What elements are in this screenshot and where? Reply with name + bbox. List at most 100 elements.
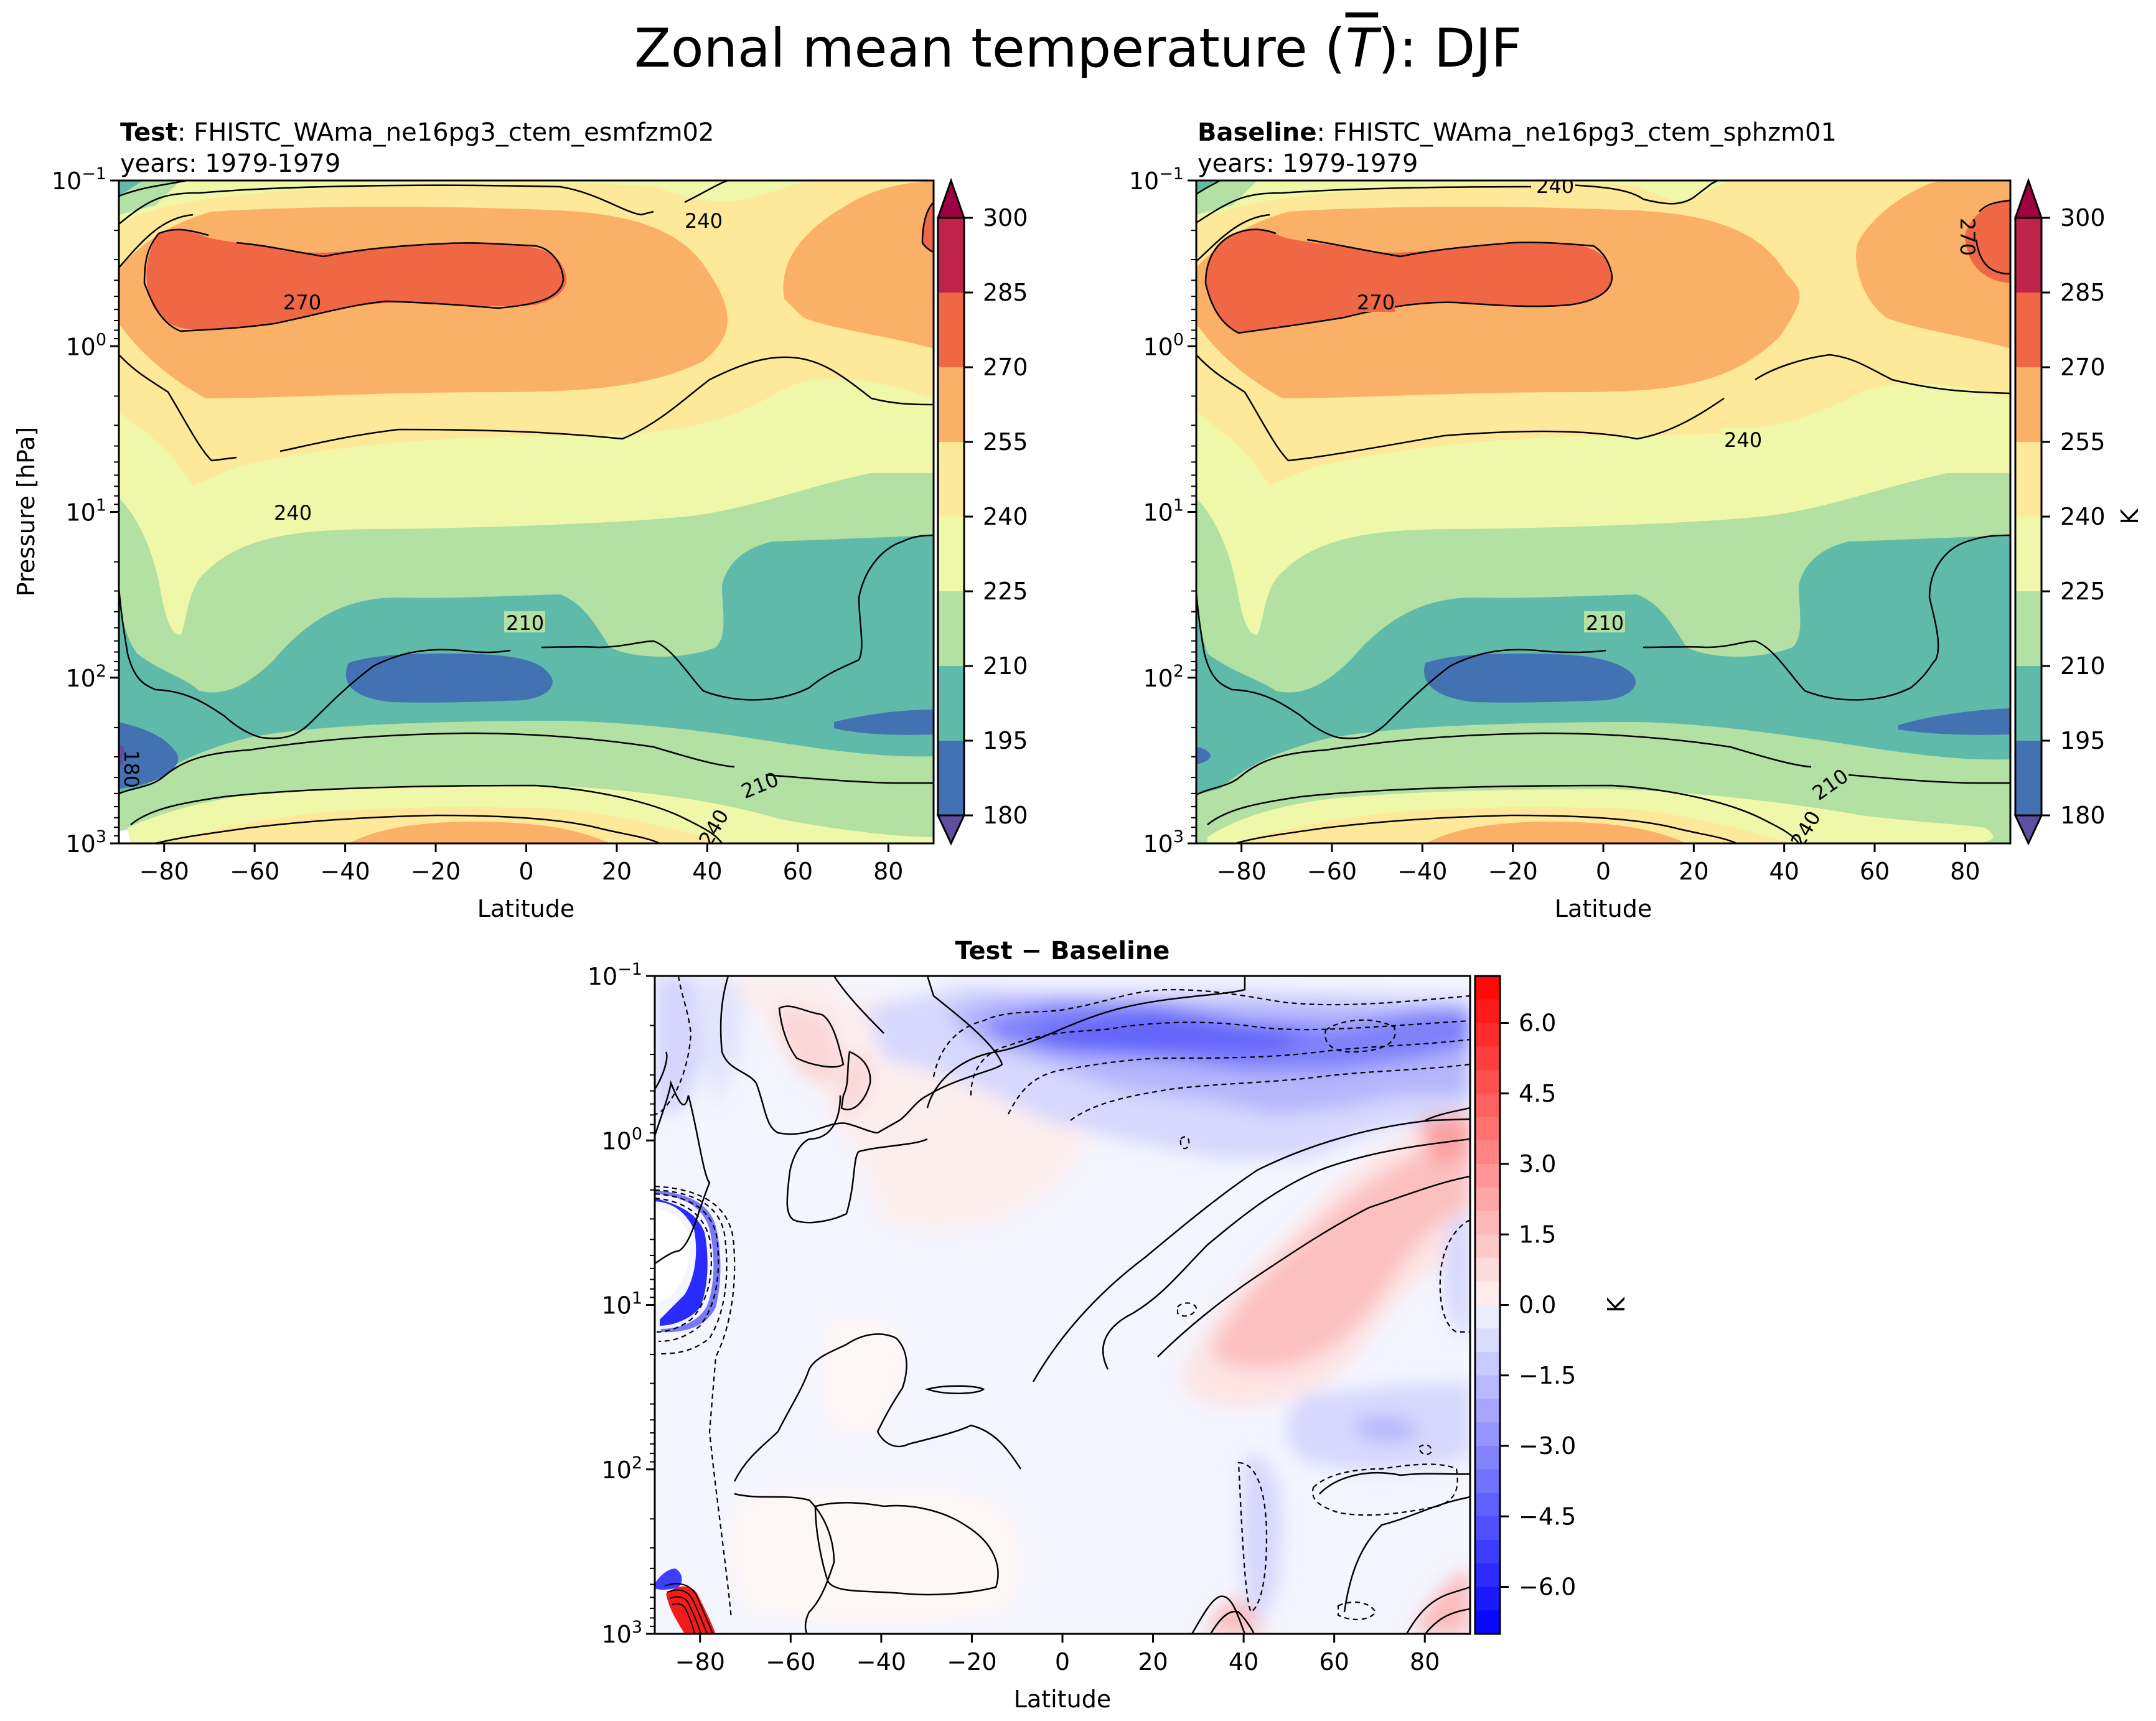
diff-contour-zero-trop-c	[814, 1502, 999, 1596]
baseline-band-blue-tropics	[1424, 654, 1636, 703]
diff-blob-nh-pos-core	[1419, 1114, 1470, 1164]
diff-contour-small-ellipse	[924, 1385, 985, 1394]
diff-contour-sp-pos-4	[672, 1603, 695, 1634]
colorbar-tick-label: 1.5	[1519, 1221, 1556, 1248]
colorbar-tick-label: 210	[983, 652, 1028, 680]
colorbar-segment	[1475, 999, 1500, 1024]
baseline-contour-210	[1196, 534, 2010, 739]
baseline-x-axis-label: Latitude	[1555, 895, 1652, 922]
diff-contour-zero-south	[655, 1051, 711, 1265]
baseline-contour-240-low	[1235, 814, 1737, 843]
test-colorbar: 300 285 270 255 240 225 210 195 180	[936, 177, 1028, 846]
y-tick-label: 102	[1143, 662, 1184, 692]
diff-contour-neg-nh-3	[1008, 1038, 1470, 1115]
y-tick-label: 101	[1143, 496, 1184, 527]
test-contour-270-np	[921, 202, 934, 253]
test-missing-data	[119, 830, 131, 843]
colorbar-tick-label: 270	[983, 354, 1028, 381]
colorbar-segment	[2015, 367, 2041, 443]
test-case-name: FHISTC_WAma_ne16pg3_ctem_esmfzm02	[194, 118, 715, 147]
colorbar-segment	[1475, 1563, 1500, 1588]
test-contour-label-240-top: 240	[685, 209, 723, 233]
test-contour-270	[143, 228, 565, 332]
diff-axes: −80 −60 −40 −20 0 20 40 60 80 10−1 100 101 102 103	[588, 960, 1440, 1676]
baseline-contour-upper-b	[1196, 181, 1718, 224]
test-label-bg	[682, 209, 725, 230]
diff-contour-surface-85n	[1405, 1586, 1470, 1634]
colorbar-segment	[2015, 591, 2041, 667]
diff-blob-nh-lower-neg3	[1241, 1455, 1282, 1618]
y-tick-label: 101	[601, 1289, 642, 1320]
colorbar-segment	[1475, 1023, 1500, 1048]
test-panel: 270 240 240 210 210 240 180 −80 −60 −40 −20…	[12, 164, 1028, 922]
colorbar-tick-label: 285	[2060, 279, 2106, 306]
baseline-contour-label-270-np: 270	[1956, 218, 1979, 256]
baseline-label-bg	[1584, 611, 1625, 632]
diff-blob-trop-pos	[731, 1487, 1021, 1621]
x-tick-label: 20	[1679, 858, 1708, 885]
colorbar-segment	[1475, 1140, 1500, 1165]
colorbar-segment	[938, 591, 964, 667]
test-band-blue-sp	[119, 722, 179, 789]
colorbar-segment	[1475, 1493, 1500, 1517]
diff-contour-neg-lower-c	[1418, 1444, 1433, 1455]
diff-contour-neg-nh-2	[970, 1020, 1470, 1096]
diff-blob-sp-upper-neg	[655, 976, 703, 1114]
diff-contour-pos-core	[1425, 1107, 1470, 1122]
test-contour-225-low	[130, 784, 723, 843]
colorbar-segment	[1475, 1305, 1500, 1329]
x-tick-label: 40	[1769, 858, 1799, 885]
x-tick-label: 80	[1950, 858, 1980, 885]
test-contour-label-240-mid: 240	[274, 501, 312, 525]
diff-sp-deep-negative	[655, 1198, 708, 1326]
test-contour-195	[119, 732, 934, 795]
diff-panel-title: Test − Baseline	[955, 937, 1170, 965]
colorbar-tick-label: 210	[2060, 652, 2106, 680]
x-tick-label: 0	[518, 858, 533, 885]
test-contour-label-180: 180	[120, 750, 143, 788]
colorbar-segment	[1475, 1446, 1500, 1470]
colorbar-segment	[1475, 1117, 1500, 1142]
diff-contour-zero-trop-a	[733, 1333, 1022, 1482]
diff-contour-pos-2	[840, 1051, 871, 1110]
test-band-blue-tropics	[345, 654, 553, 703]
figure-title: Zonal mean temperature (T): DJF	[634, 17, 1522, 80]
diff-contour-zero-trop-b	[734, 1493, 835, 1634]
colorbar-segment	[938, 293, 964, 368]
test-x-axis-label: Latitude	[477, 895, 574, 922]
x-tick-label: 20	[602, 858, 632, 885]
test-contour-240-mid	[119, 354, 934, 462]
x-tick-label: −80	[1217, 858, 1267, 885]
diff-contour-lines-solid	[655, 976, 1470, 1634]
x-tick-label: −20	[411, 858, 461, 885]
diff-contour-neg-sp-upper	[655, 976, 692, 1115]
test-axes: −80 −60 −40 −20 0 20 40 60 80 10−1 100 101 102 103	[52, 164, 904, 885]
x-tick-label: −40	[856, 1648, 906, 1676]
colorbar-tick-label: 225	[2060, 578, 2106, 605]
colorbar-segment	[2015, 517, 2041, 592]
y-tick-label: 100	[601, 1124, 642, 1155]
baseline-contour-270	[1204, 228, 1613, 334]
baseline-contour-240-mid	[1196, 354, 2010, 462]
colorbar-tick-label: −1.5	[1519, 1362, 1576, 1389]
colorbar-segment	[2015, 666, 2041, 741]
test-band-orange-np	[783, 181, 934, 349]
colorbar-segment	[2015, 293, 2041, 368]
colorbar-segment	[1475, 1540, 1500, 1564]
colorbar-unit-label: K	[1603, 1297, 1630, 1313]
diff-contour-sp-neg-4	[655, 1185, 736, 1619]
colorbar-extend-min-arrow	[936, 814, 966, 846]
colorbar-segment	[1475, 1211, 1500, 1236]
diff-contour-zero-diag	[1032, 1118, 1470, 1382]
baseline-band-orange-lower	[1425, 822, 1687, 843]
test-band-purple-sp	[119, 744, 124, 767]
test-band-green-upper	[119, 181, 180, 215]
colorbar-tick-label: 240	[2060, 503, 2106, 530]
baseline-contour-label-210: 210	[1586, 611, 1624, 635]
colorbar-segment	[938, 442, 964, 517]
diff-contour-neg-lower-a	[1311, 1463, 1458, 1516]
x-tick-label: 0	[1596, 858, 1611, 885]
x-tick-label: 60	[1860, 858, 1890, 885]
colorbar-tick-label: 4.5	[1519, 1080, 1556, 1107]
colorbar-tick-label: 270	[2060, 354, 2106, 381]
